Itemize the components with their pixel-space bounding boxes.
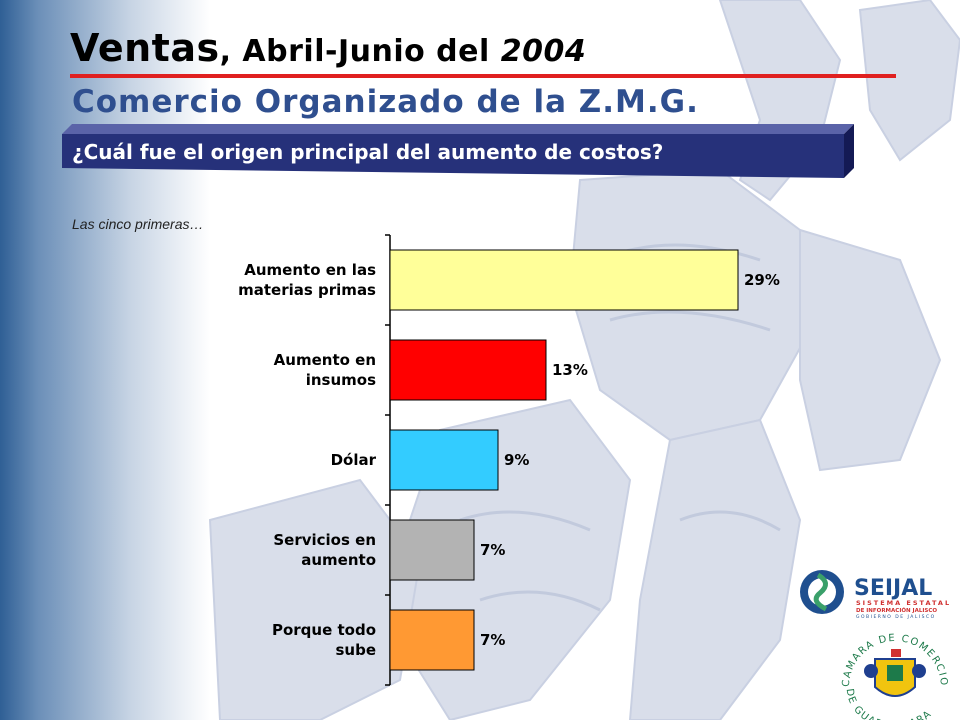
seijal-logo: SEIJAL SISTEMA ESTATAL DE INFORMACIÓN JA… (800, 570, 951, 620)
seijal-emblem-swirl (813, 572, 828, 612)
title-year: 2004 (500, 34, 587, 69)
banner-bevel-top (62, 124, 854, 134)
bar-chart: 29% Aumento en las materias primas 13% Aumen… (238, 234, 780, 686)
category-label-1-1: insumos (306, 371, 376, 389)
camara-comercio-logo: CAMARA DE COMERCIO DE GUADALAJARA (841, 633, 948, 720)
page-subtitle: Comercio Organizado de la Z.M.G. (72, 84, 699, 120)
category-label-0-1: materias primas (238, 281, 376, 299)
question-text: ¿Cuál fue el origen principal del aument… (72, 140, 664, 164)
camara-shield-icon (864, 649, 926, 697)
value-label-3: 7% (480, 541, 505, 559)
chart-note: Las cinco primeras… (72, 216, 204, 232)
banner-face (62, 134, 844, 178)
seijal-name: SEIJAL (854, 576, 932, 601)
background-gradient (0, 0, 210, 720)
category-label-3-1: aumento (301, 551, 376, 569)
bar-0 (389, 249, 739, 311)
question-banner (62, 124, 854, 178)
category-label-3-0: Servicios en (273, 531, 376, 549)
title-main: Ventas (70, 26, 220, 70)
bar-1 (389, 339, 547, 401)
page-title: Ventas, Abril-Junio del 2004 (70, 26, 586, 70)
value-label-0: 29% (744, 271, 780, 289)
value-label-4: 7% (480, 631, 505, 649)
value-label-2: 9% (504, 451, 529, 469)
title-period: , Abril-Junio del (219, 34, 501, 69)
category-label-2-0: Dólar (331, 451, 377, 469)
seijal-line1: SISTEMA ESTATAL (856, 599, 951, 607)
category-label-4-0: Porque todo (272, 621, 376, 639)
seijal-line2: DE INFORMACIÓN JALISCO (856, 607, 937, 614)
bar-4 (389, 609, 475, 671)
value-label-1: 13% (552, 361, 588, 379)
banner-bevel-right (844, 124, 854, 178)
bar-3 (389, 519, 475, 581)
bar-2 (389, 429, 499, 491)
category-label-4-1: sube (335, 641, 376, 659)
category-label-1-0: Aumento en (274, 351, 376, 369)
title-underline (70, 74, 896, 78)
category-label-0-0: Aumento en las (244, 261, 376, 279)
seijal-line3: GOBIERNO DE JALISCO (856, 614, 936, 620)
